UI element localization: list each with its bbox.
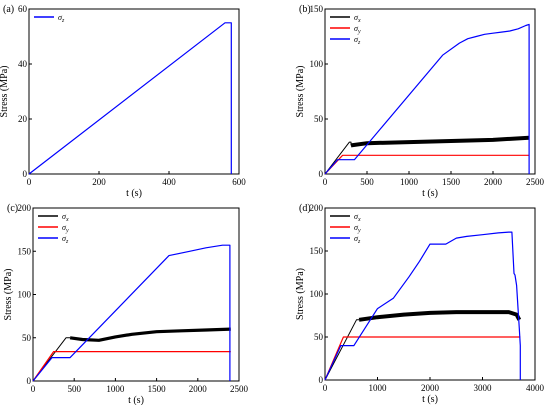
x-tick-label: 1000 — [400, 177, 419, 187]
legend-entry: σz — [58, 13, 65, 24]
y-tick-label: 50 — [314, 332, 324, 342]
x-tick-label: 500 — [360, 177, 374, 187]
y-tick-label: 200 — [18, 203, 32, 213]
x-tick-label: 1000 — [106, 384, 125, 394]
plot-frame — [324, 8, 536, 175]
x-tick-label: 2000 — [189, 384, 208, 394]
legend-entry: σy — [354, 223, 361, 234]
y-tick-label: 50 — [314, 114, 324, 124]
y-axis-label: Stress (MPa) — [295, 268, 306, 320]
y-tick-label: 0 — [27, 376, 32, 386]
x-tick-label: 3000 — [474, 383, 493, 393]
x-tick-label: 2500 — [230, 384, 249, 394]
x-axis-label: t (s) — [422, 394, 438, 405]
y-tick-label: 150 — [18, 246, 32, 256]
series-line-σz — [28, 22, 232, 175]
legend-entry: σx — [62, 212, 69, 223]
x-tick-label: 1500 — [442, 177, 461, 187]
x-tick-label: 1000 — [369, 383, 388, 393]
x-axis-label: t (s) — [126, 188, 142, 199]
x-tick-label: 1500 — [148, 384, 167, 394]
panel-c: 0 500 1000 1500 2000 2500 0 50 100 150 200 t (s) Str… — [3, 203, 249, 405]
x-tick-label: 0 — [31, 384, 36, 394]
x-tick-label: 2000 — [484, 177, 503, 187]
panel-d: 0 1000 2000 3000 4000 0 50 100 150 200 t (s) Stress… — [295, 203, 545, 405]
panel-label: (c) — [7, 203, 18, 214]
y-tick-label: 100 — [18, 290, 32, 300]
series-line-σz — [32, 244, 231, 382]
x-tick-label: 2000 — [421, 383, 440, 393]
series-line-σx-band — [358, 310, 522, 322]
x-tick-label: 200 — [92, 177, 106, 187]
y-tick-label: 50 — [22, 333, 32, 343]
series-line-σy — [32, 351, 231, 382]
series-line-σx-band — [69, 327, 231, 342]
panel-label: (d) — [299, 203, 311, 214]
legend-entry: σx — [354, 13, 361, 24]
y-tick-label: 200 — [310, 203, 324, 213]
series-line-σy — [324, 336, 521, 381]
panel-label: (b) — [299, 4, 311, 15]
y-axis-label: Stress (MPa) — [0, 66, 10, 118]
y-tick-label: 150 — [310, 246, 324, 256]
y-axis-label: Stress (MPa) — [295, 66, 306, 118]
legend-entry: σy — [62, 223, 69, 234]
y-axis-label: Stress (MPa) — [3, 269, 14, 321]
x-tick-label: 0 — [323, 177, 328, 187]
x-tick-label: 2500 — [526, 177, 545, 187]
panel-b: 0 500 1000 1500 2000 2500 0 50 100 150 t (s) Stress… — [295, 4, 545, 199]
series-line-σz — [324, 23, 530, 175]
legend-entry: σx — [354, 212, 361, 223]
y-tick-label: 60 — [18, 4, 28, 14]
x-tick-label: 400 — [162, 177, 176, 187]
plot-frame — [28, 8, 240, 175]
x-tick-label: 4000 — [526, 383, 545, 393]
y-tick-label: 40 — [18, 59, 28, 69]
y-tick-label: 0 — [319, 375, 324, 385]
y-tick-label: 0 — [23, 169, 28, 179]
x-axis-label: t (s) — [128, 395, 144, 405]
legend-entry: σy — [354, 24, 361, 35]
x-tick-label: 500 — [67, 384, 81, 394]
series-line-σz — [324, 231, 521, 381]
y-tick-label: 20 — [18, 114, 28, 124]
x-axis-label: t (s) — [422, 188, 438, 199]
y-tick-label: 0 — [319, 169, 324, 179]
legend-entry: σz — [62, 234, 69, 245]
panel-label: (a) — [3, 4, 14, 15]
legend-entry: σz — [354, 234, 361, 245]
series-line-σx-band — [350, 135, 530, 148]
y-tick-label: 100 — [310, 59, 324, 69]
panel-a: 0 200 400 600 0 20 40 60 t (s) Stress (MPa) (a) σz — [0, 4, 246, 199]
y-tick-label: 100 — [310, 289, 324, 299]
y-tick-label: 150 — [310, 4, 324, 14]
x-tick-label: 0 — [323, 383, 328, 393]
legend-entry: σz — [354, 35, 361, 46]
x-tick-label: 0 — [27, 177, 32, 187]
x-tick-label: 600 — [232, 177, 246, 187]
series-line-σx — [324, 319, 360, 381]
